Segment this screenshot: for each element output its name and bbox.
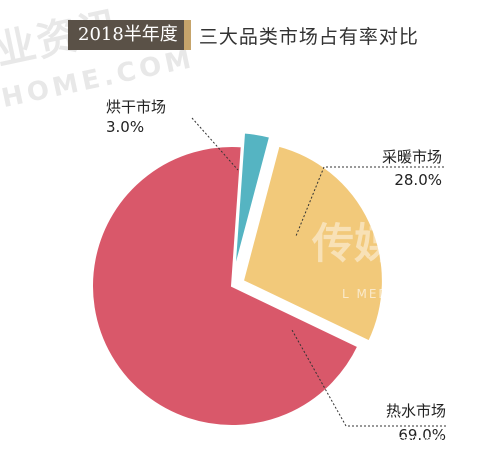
leader-line-2 xyxy=(295,166,444,237)
pie-slice-3 xyxy=(91,145,360,427)
title-text: 三大品类市场占有率对比 xyxy=(198,25,419,48)
slice-value-label-2: 28.0% xyxy=(394,171,442,189)
slice-value-label-1: 3.0% xyxy=(106,118,144,136)
slice-label-2: 采暖市场 xyxy=(382,148,442,166)
watermark-media-text: L MEDIA xyxy=(342,287,405,301)
pie-slice-1 xyxy=(233,131,272,273)
pie-slice-2 xyxy=(241,144,384,343)
chart-title: 2018半年度 三大品类市场占有率对比 xyxy=(68,20,419,50)
leader-line-1 xyxy=(191,117,239,171)
slice-value-label-3: 69.0% xyxy=(398,426,446,444)
slice-label-1: 烘干市场 xyxy=(106,98,166,116)
footer-watermark: 热泵产业资讯 xyxy=(372,435,445,449)
slice-label-3: 热水市场 xyxy=(386,402,446,420)
title-accent-bar xyxy=(183,20,191,50)
watermark-brand-text: 传媒 xyxy=(311,219,397,268)
wechat-dot-icon xyxy=(357,436,369,448)
title-year: 2018半年度 xyxy=(68,20,184,50)
leader-line-3 xyxy=(291,329,446,427)
